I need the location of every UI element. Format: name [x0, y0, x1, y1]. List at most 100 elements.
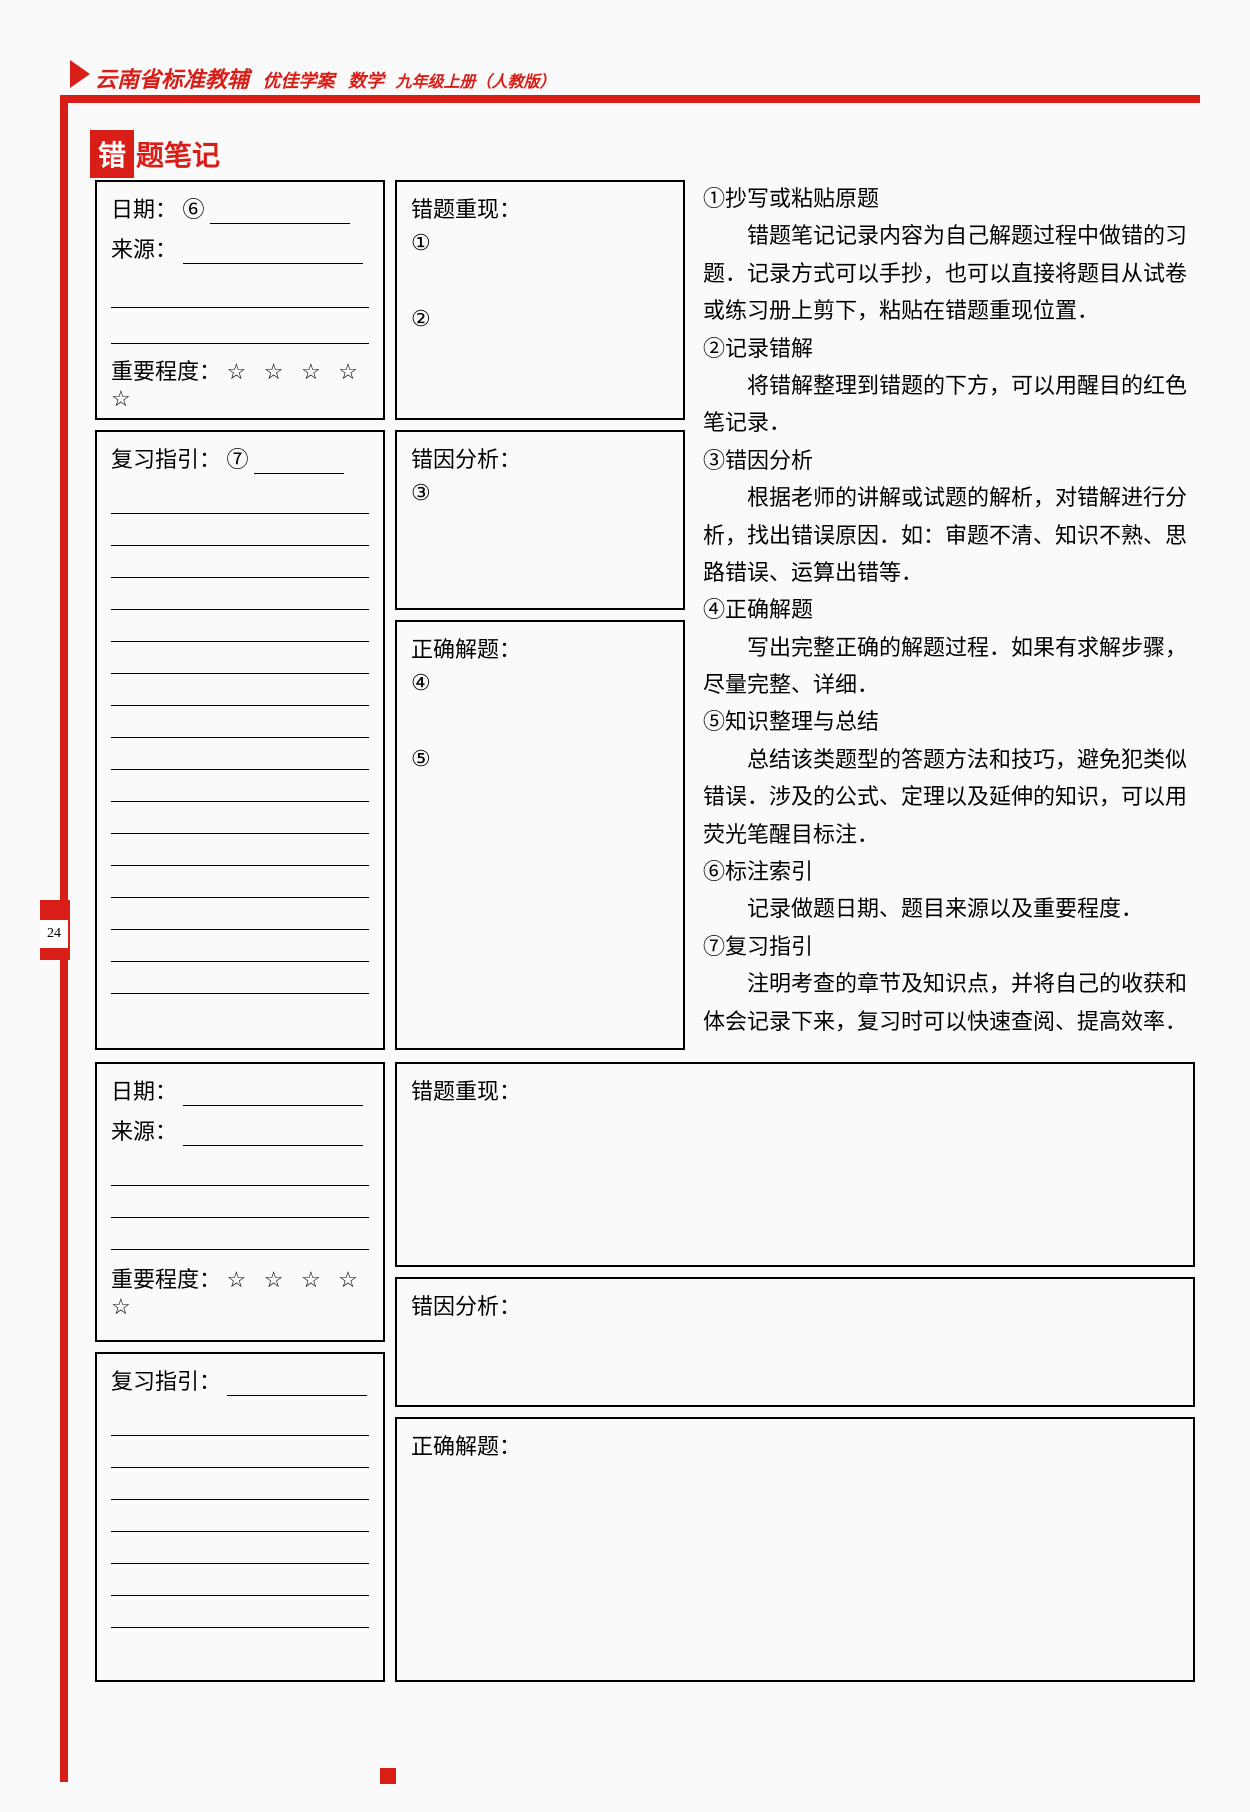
date-mark: ⑥	[183, 197, 205, 222]
date-label: 日期：	[111, 197, 177, 222]
blank-line[interactable]	[111, 1532, 369, 1564]
header-chevron-icon	[70, 60, 90, 88]
instr-h5: ⑤知识整理与总结	[703, 703, 1195, 740]
left-column-2: 日期： 来源： 重要程度： ☆ ☆ ☆ ☆ ☆ 复习指引：	[95, 1062, 385, 1682]
instr-p4: 写出完整正确的解题过程．如果有求解步骤，尽量完整、详细．	[703, 629, 1195, 704]
blank-line[interactable]	[111, 514, 369, 546]
source-label: 来源：	[111, 237, 177, 262]
mark-1: ①	[411, 230, 669, 256]
blank-line[interactable]	[111, 674, 369, 706]
cause-title: 错因分析：	[411, 442, 669, 474]
blank-line[interactable]	[111, 1186, 369, 1218]
blank-line[interactable]	[111, 738, 369, 770]
source-field[interactable]	[183, 236, 363, 264]
header-subject: 数学	[348, 71, 384, 91]
wrong-reproduce-title: 错题重现：	[411, 192, 669, 224]
review-guide-box: 复习指引： ⑦	[95, 430, 385, 1050]
blank-line[interactable]	[111, 962, 369, 994]
example-row: 日期： ⑥ 来源： 重要程度： ☆ ☆ ☆ ☆ ☆ 复习指引：	[95, 180, 1195, 1050]
guide-mark: ⑦	[227, 447, 249, 472]
blank-line[interactable]	[111, 642, 369, 674]
blank-line[interactable]	[111, 1468, 369, 1500]
date-field-2[interactable]	[183, 1078, 363, 1106]
content-area: 日期： ⑥ 来源： 重要程度： ☆ ☆ ☆ ☆ ☆ 复习指引：	[95, 180, 1195, 1772]
instr-h7: ⑦复习指引	[703, 928, 1195, 965]
instr-h3: ③错因分析	[703, 442, 1195, 479]
footer-square-icon	[380, 1768, 396, 1784]
guide-field[interactable]	[254, 446, 344, 474]
blank-line[interactable]	[111, 308, 369, 344]
instr-p1: 错题笔记记录内容为自己解题过程中做错的习题．记录方式可以手抄，也可以直接将题目从…	[703, 217, 1195, 329]
guide-label-2: 复习指引：	[111, 1369, 221, 1394]
source-label-2: 来源：	[111, 1119, 177, 1144]
wrong-reproduce-box-2[interactable]: 错题重现：	[395, 1062, 1195, 1267]
blank-line[interactable]	[111, 706, 369, 738]
blank-line[interactable]	[111, 546, 369, 578]
header-series: 优佳学案	[263, 71, 335, 91]
meta-box-2: 日期： 来源： 重要程度： ☆ ☆ ☆ ☆ ☆	[95, 1062, 385, 1342]
blank-line[interactable]	[111, 834, 369, 866]
page-number: 24	[40, 920, 68, 948]
top-border	[60, 95, 1200, 103]
instr-h1: ①抄写或粘贴原题	[703, 180, 1195, 217]
correct-solution-box-2[interactable]: 正确解题：	[395, 1417, 1195, 1682]
wrong-reproduce-title-2: 错题重现：	[411, 1074, 1179, 1106]
instr-h2: ②记录错解	[703, 330, 1195, 367]
instr-p7: 注明考查的章节及知识点，并将自己的收获和体会记录下来，复习时可以快速查阅、提高效…	[703, 965, 1195, 1040]
blank-line[interactable]	[111, 1404, 369, 1436]
blank-line[interactable]	[111, 930, 369, 962]
right-column-2: 错题重现： 错因分析： 正确解题：	[395, 1062, 1195, 1682]
cuo-badge: 错	[90, 130, 134, 178]
cause-analysis-box: 错因分析： ③	[395, 430, 685, 610]
blank-line[interactable]	[111, 578, 369, 610]
source-field-2[interactable]	[183, 1118, 363, 1146]
mark-4: ④	[411, 670, 669, 696]
header-province: 云南省标准教辅	[95, 67, 249, 92]
meta-box: 日期： ⑥ 来源： 重要程度： ☆ ☆ ☆ ☆ ☆	[95, 180, 385, 420]
guide-label: 复习指引：	[111, 447, 221, 472]
importance-label: 重要程度：	[111, 359, 221, 384]
blank-line[interactable]	[111, 1500, 369, 1532]
mark-2: ②	[411, 306, 669, 332]
review-guide-box-2: 复习指引：	[95, 1352, 385, 1682]
wrong-reproduce-box: 错题重现： ① ②	[395, 180, 685, 420]
date-field[interactable]	[210, 196, 350, 224]
middle-column: 错题重现： ① ② 错因分析： ③ 正确解题： ④ ⑤	[395, 180, 685, 1050]
blank-template-row: 日期： 来源： 重要程度： ☆ ☆ ☆ ☆ ☆ 复习指引：	[95, 1062, 1195, 1682]
page-header: 云南省标准教辅 优佳学案 数学 九年级上册（人教版）	[95, 62, 556, 94]
instr-p3: 根据老师的讲解或试题的解析，对错解进行分析，找出错误原因．如：审题不清、知识不熟…	[703, 479, 1195, 591]
blank-line[interactable]	[111, 482, 369, 514]
blank-line[interactable]	[111, 802, 369, 834]
blank-line[interactable]	[111, 866, 369, 898]
left-column: 日期： ⑥ 来源： 重要程度： ☆ ☆ ☆ ☆ ☆ 复习指引：	[95, 180, 385, 1050]
instr-p6: 记录做题日期、题目来源以及重要程度．	[703, 890, 1195, 927]
blank-line[interactable]	[111, 272, 369, 308]
blank-line[interactable]	[111, 1436, 369, 1468]
instr-p2: 将错解整理到错题的下方，可以用醒目的红色笔记录．	[703, 367, 1195, 442]
correct-solution-box: 正确解题： ④ ⑤	[395, 620, 685, 1050]
blank-line[interactable]	[111, 1596, 369, 1628]
cause-analysis-box-2[interactable]: 错因分析：	[395, 1277, 1195, 1407]
instructions-text: ①抄写或粘贴原题 错题笔记记录内容为自己解题过程中做错的习题．记录方式可以手抄，…	[695, 180, 1195, 1050]
header-grade: 九年级上册（人教版）	[396, 74, 556, 91]
guide-field-2[interactable]	[227, 1368, 367, 1396]
blank-line[interactable]	[111, 610, 369, 642]
blank-line[interactable]	[111, 1218, 369, 1250]
blank-line[interactable]	[111, 1564, 369, 1596]
section-title: 错题笔记	[90, 130, 220, 178]
correct-title-2: 正确解题：	[411, 1429, 1179, 1461]
instr-h4: ④正确解题	[703, 591, 1195, 628]
date-label-2: 日期：	[111, 1079, 177, 1104]
instr-p5: 总结该类题型的答题方法和技巧，避免犯类似错误．涉及的公式、定理以及延伸的知识，可…	[703, 741, 1195, 853]
instructions-column: ①抄写或粘贴原题 错题笔记记录内容为自己解题过程中做错的习题．记录方式可以手抄，…	[695, 180, 1195, 1050]
cause-title-2: 错因分析：	[411, 1289, 1179, 1321]
correct-title: 正确解题：	[411, 632, 669, 664]
importance-label-2: 重要程度：	[111, 1267, 221, 1292]
mark-3: ③	[411, 480, 669, 506]
instr-h6: ⑥标注索引	[703, 853, 1195, 890]
blank-line[interactable]	[111, 770, 369, 802]
mark-5: ⑤	[411, 746, 669, 772]
blank-line[interactable]	[111, 1154, 369, 1186]
blank-line[interactable]	[111, 898, 369, 930]
section-title-rest: 题笔记	[136, 141, 220, 172]
